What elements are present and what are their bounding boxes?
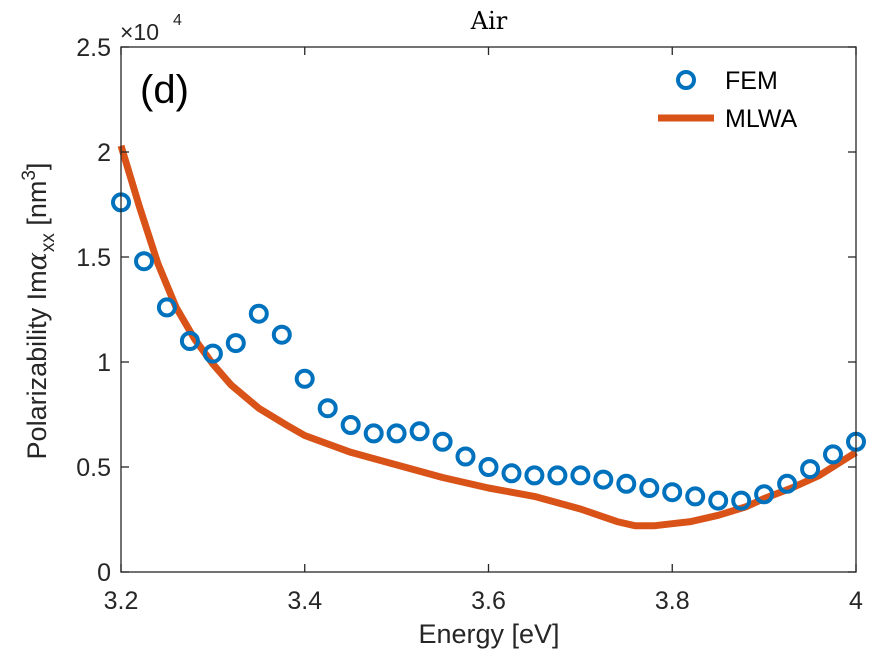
chart-title: Air: [470, 7, 508, 35]
fem-point: [432, 431, 453, 452]
y-multiplier-exponent: 4: [173, 12, 182, 29]
x-tick-label: 3.4: [287, 587, 322, 615]
fem-point: [777, 473, 798, 494]
fem-point: [662, 482, 683, 503]
fem-point: [616, 473, 637, 494]
fem-point: [179, 331, 200, 351]
y-tick-label: 2: [97, 139, 111, 167]
fem-point: [294, 368, 315, 389]
fem-point: [455, 446, 476, 467]
panel-label: (d): [140, 68, 189, 112]
y-tick-label: 0.5: [76, 454, 111, 482]
legend-fem-marker: [676, 70, 696, 90]
legend-mlwa-label: MLWA: [725, 105, 798, 133]
fem-point: [363, 423, 384, 444]
y-axis-label-close: ]: [22, 163, 52, 171]
y-tick-label: 1.5: [76, 244, 111, 272]
legend: FEM MLWA: [658, 67, 798, 133]
fem-point: [547, 465, 568, 486]
fem-point: [317, 398, 338, 419]
y-tick-label: 0: [97, 559, 111, 587]
y-multiplier-base: ×10: [120, 19, 159, 45]
fem-point: [225, 333, 246, 354]
fem-point: [639, 478, 660, 498]
fem-point: [340, 415, 361, 435]
x-tick-label: 3.2: [104, 587, 139, 615]
fem-point: [202, 343, 223, 364]
x-axis-label: Energy [eV]: [418, 619, 559, 649]
fem-point: [386, 423, 407, 444]
x-tick-label: 3.6: [471, 587, 506, 615]
y-multiplier: ×10 4: [120, 12, 182, 45]
fem-point: [754, 484, 775, 505]
fem-point: [800, 459, 821, 480]
fem-point: [271, 324, 292, 345]
legend-fem-label: FEM: [725, 67, 778, 95]
fem-point: [478, 457, 499, 477]
fem-point: [134, 251, 154, 272]
fem-point: [248, 303, 269, 324]
y-axis-label-subscript: xx: [38, 233, 59, 253]
y-axis-label-main: Polarizability Im: [22, 270, 52, 459]
fem-point: [593, 469, 614, 490]
fem-point: [501, 463, 522, 484]
fem-point: [731, 490, 752, 511]
axes: 3.2 3.4 3.6 3.8 4 0 0.5 1 1.5 2 2.5: [76, 34, 863, 615]
y-tick-label: 2.5: [76, 34, 111, 62]
y-axis-label-unit-superscript: 3: [19, 170, 40, 181]
y-tick-label: 1: [97, 349, 111, 377]
fem-point: [409, 421, 430, 442]
x-tick-label: 3.8: [655, 587, 690, 615]
x-tick-label: 4: [849, 587, 863, 615]
fem-point: [156, 297, 177, 318]
fem-point: [708, 490, 729, 511]
fem-point: [685, 486, 706, 507]
fem-point: [570, 465, 591, 486]
y-axis-label-symbol: α: [22, 252, 53, 270]
y-axis-label-unit: [nm: [22, 181, 52, 234]
fem-point: [823, 444, 843, 465]
fem-point: [524, 465, 545, 486]
y-axis-label: Polarizability Imαxx [nm3]: [19, 163, 59, 460]
